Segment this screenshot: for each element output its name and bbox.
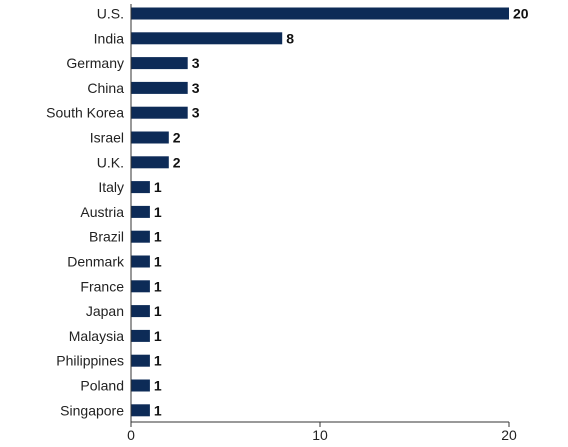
category-label: U.K. [97, 154, 124, 170]
bar-8 [131, 205, 150, 218]
value-label: 1 [154, 402, 162, 418]
bar-14 [131, 354, 150, 367]
category-labels: U.S. India Germany China South Korea Israel U.… [46, 6, 125, 419]
bar-5 [131, 131, 169, 144]
category-label: Malaysia [69, 328, 124, 344]
category-label: Denmark [67, 254, 125, 270]
value-label: 2 [173, 130, 181, 146]
value-label: 8 [286, 30, 294, 46]
x-axis: 0 10 20 [127, 4, 517, 443]
bar-6 [131, 156, 169, 169]
category-label: Italy [98, 179, 124, 195]
bar-11 [131, 280, 150, 293]
category-label: China [87, 80, 124, 96]
category-label: Singapore [60, 402, 124, 418]
category-label: France [80, 278, 124, 294]
category-label: Germany [66, 55, 124, 71]
bar-0 [131, 7, 509, 20]
value-label: 3 [192, 105, 200, 121]
category-label: Israel [90, 130, 124, 146]
bar-10 [131, 255, 150, 268]
value-label: 1 [154, 278, 162, 294]
value-label: 20 [513, 6, 529, 22]
value-label: 2 [173, 154, 181, 170]
value-label: 1 [154, 378, 162, 394]
bar-4 [131, 106, 188, 119]
category-label: India [94, 30, 125, 46]
bar-12 [131, 305, 150, 318]
value-label: 1 [154, 179, 162, 195]
category-label: Poland [80, 378, 124, 394]
bar-9 [131, 230, 150, 243]
value-label: 1 [154, 303, 162, 319]
value-label: 3 [192, 55, 200, 71]
value-label: 3 [192, 80, 200, 96]
value-label: 1 [154, 254, 162, 270]
x-tick-label: 10 [312, 427, 328, 443]
bar-7 [131, 181, 150, 194]
bar-1 [131, 32, 283, 45]
bars-group [131, 7, 509, 417]
bar-15 [131, 379, 150, 392]
category-label: Philippines [56, 353, 124, 369]
value-label: 1 [154, 204, 162, 220]
bar-3 [131, 81, 188, 94]
x-tick-label: 20 [501, 427, 517, 443]
value-label: 1 [154, 353, 162, 369]
category-label: U.S. [97, 6, 124, 22]
bar-2 [131, 57, 188, 70]
x-tick-label: 0 [127, 427, 135, 443]
category-label: Japan [86, 303, 124, 319]
category-label: Brazil [89, 229, 124, 245]
bar-16 [131, 404, 150, 417]
value-label: 1 [154, 328, 162, 344]
bar-13 [131, 329, 150, 342]
category-label: South Korea [46, 105, 124, 121]
value-label: 1 [154, 229, 162, 245]
category-label: Austria [80, 204, 124, 220]
